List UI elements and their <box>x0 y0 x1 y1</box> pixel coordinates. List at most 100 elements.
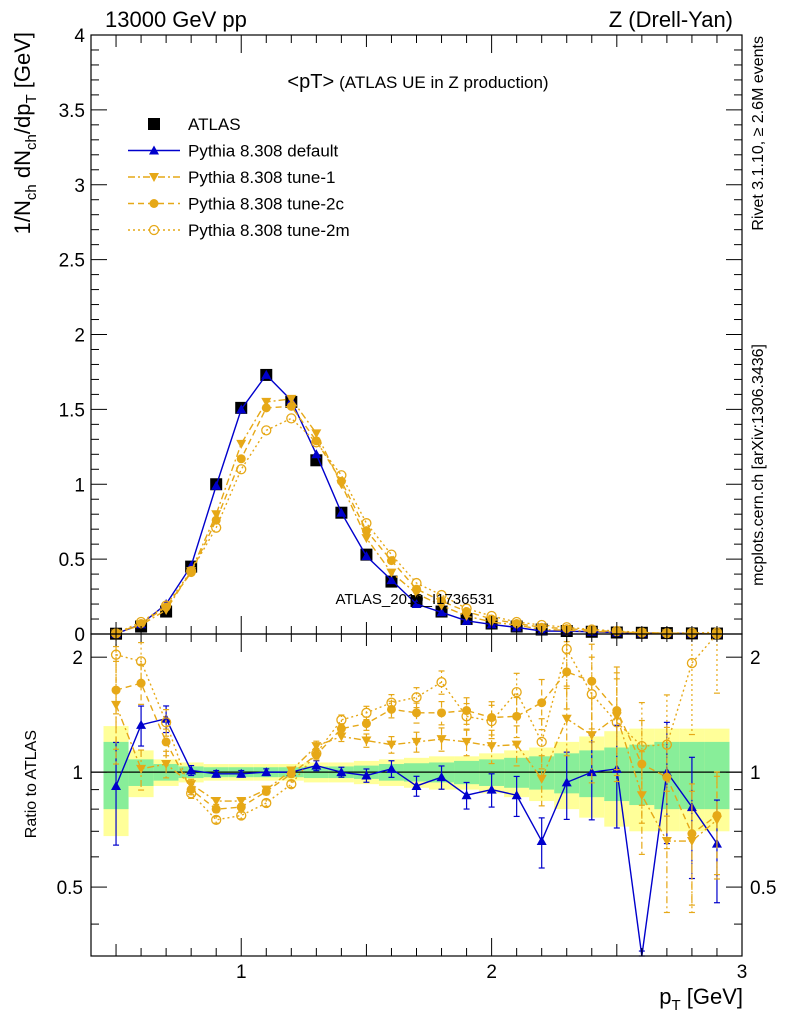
marker-circle <box>487 713 497 723</box>
marker-triangle-down <box>361 736 372 746</box>
marker-triangle-down <box>461 737 472 747</box>
marker-open-circle <box>411 692 422 703</box>
marker-triangle-up <box>361 551 372 561</box>
watermark: ATLAS_2019_I1736531 <box>335 591 494 608</box>
ratio-y-tick-label-right: 2 <box>750 648 761 669</box>
marker-triangle-down <box>486 742 497 752</box>
y-tick-label: 0.5 <box>59 550 85 571</box>
marker-triangle-down <box>536 774 547 784</box>
marker-open-circle <box>211 814 222 825</box>
marker-triangle-down <box>586 731 597 741</box>
marker-open-circle <box>661 739 673 750</box>
x-tick-label: 3 <box>737 962 748 983</box>
y-label-sub2: ch <box>23 134 40 150</box>
side-label-bottom: mcplots.cern.ch [arXiv:1306.3436] <box>750 344 767 586</box>
marker-circle <box>687 829 697 839</box>
marker-circle <box>361 526 371 536</box>
marker-triangle-up <box>411 780 422 790</box>
marker-triangle-down <box>236 439 247 449</box>
marker-open-circle <box>611 717 622 728</box>
marker-open-circle <box>148 224 160 236</box>
x-label-unit: [GeV] <box>681 984 743 1009</box>
marker-open-circle <box>160 717 172 728</box>
marker-open-circle <box>110 649 122 660</box>
marker-triangle-up <box>149 145 159 155</box>
marker-open-circle <box>411 577 422 589</box>
marker-triangle-down <box>511 740 522 750</box>
marker-circle <box>236 802 246 812</box>
legend-item: Pythia 8.308 tune-2m <box>128 221 350 240</box>
marker-triangle-up <box>386 763 397 773</box>
marker-circle <box>712 810 722 820</box>
legend-label: Pythia 8.308 tune-2c <box>188 195 344 214</box>
y-label-sub1: ch <box>23 184 40 200</box>
marker-open-circle <box>486 715 497 727</box>
marker-open-circle <box>261 425 272 436</box>
marker-open-circle <box>436 589 447 601</box>
marker-open-circle <box>586 689 597 700</box>
marker-triangle-up <box>261 369 272 379</box>
marker-triangle-down <box>336 732 347 742</box>
marker-open-circle <box>511 686 522 698</box>
marker-open-circle <box>311 748 322 759</box>
marker-open-circle <box>186 788 197 799</box>
marker-triangle-up <box>461 790 472 800</box>
y-tick-label: 4 <box>74 26 85 47</box>
marker-open-circle <box>311 437 322 448</box>
marker-triangle-down <box>261 397 272 407</box>
legend-label: Pythia 8.308 tune-1 <box>188 168 335 187</box>
marker-triangle-down <box>436 735 447 745</box>
ratio-y-tick-label-right: 1 <box>750 763 761 784</box>
x-label-sub: T <box>671 997 680 1014</box>
y-tick-label: 0 <box>74 625 85 646</box>
header-left: 13000 GeV pp <box>105 7 247 32</box>
marker-triangle-down <box>386 568 397 578</box>
y-label-unit: [GeV] <box>10 32 35 94</box>
marker-triangle-up <box>211 480 222 490</box>
y-tick-label: 1 <box>74 475 85 496</box>
legend-label: ATLAS <box>188 115 241 134</box>
marker-open-circle <box>286 779 297 790</box>
marker-triangle-up <box>311 760 322 770</box>
x-axis-label: pT [GeV] <box>659 984 743 1014</box>
legend: ATLAS Pythia 8.308 default Pythia 8.308 tu… <box>128 115 350 240</box>
marker-triangle-up <box>211 768 222 778</box>
marker-circle <box>236 454 246 464</box>
ratio-y-tick-label: 0.5 <box>57 878 83 899</box>
marker-open-circle <box>361 707 372 718</box>
chart-title: <pT> (ATLAS UE in Z production) <box>287 71 548 93</box>
marker-triangle-down <box>149 173 159 182</box>
legend-item: ATLAS <box>148 115 241 134</box>
marker-open-circle <box>261 797 272 809</box>
marker-circle <box>437 708 447 718</box>
marker-circle <box>512 711 522 721</box>
y-axis-label: 1/Nch dNch/dpT [GeV] <box>10 32 40 234</box>
marker-circle <box>286 769 296 779</box>
marker-triangle-down <box>686 837 697 847</box>
marker-triangle-up <box>386 575 397 585</box>
marker-open-circle <box>436 677 447 688</box>
marker-triangle-down <box>161 760 172 770</box>
marker-circle <box>412 708 421 718</box>
title-sub: (ATLAS UE in Z production) <box>339 73 548 92</box>
marker-open-circle <box>236 464 247 475</box>
axes: 0 0.5 1 1.5 2 2.5 3 3.5 4 1 2 3 0.5 0.5 1 1 2 2 <box>57 26 777 983</box>
y-tick-label: 3 <box>74 176 85 197</box>
marker-circle <box>161 737 171 747</box>
side-label-top: Rivet 3.1.10, ≥ 2.6M events <box>750 36 767 231</box>
y-tick-label: 2.5 <box>59 251 85 272</box>
marker-circle <box>462 607 472 617</box>
marker-triangle-up <box>561 777 572 787</box>
marker-triangle-up <box>236 404 247 414</box>
x-label-main: p <box>659 984 671 1009</box>
marker-open-circle <box>686 657 698 669</box>
legend-label: Pythia 8.308 default <box>188 142 339 161</box>
marker-open-circle <box>636 740 647 752</box>
marker-triangle-down <box>561 714 572 724</box>
ratio-y-tick-label-right: 0.5 <box>750 878 776 899</box>
marker-triangle-down <box>386 740 397 750</box>
marker-circle <box>286 401 296 411</box>
y-label-main: 1/N <box>10 200 35 234</box>
x-tick-label: 1 <box>236 962 247 983</box>
